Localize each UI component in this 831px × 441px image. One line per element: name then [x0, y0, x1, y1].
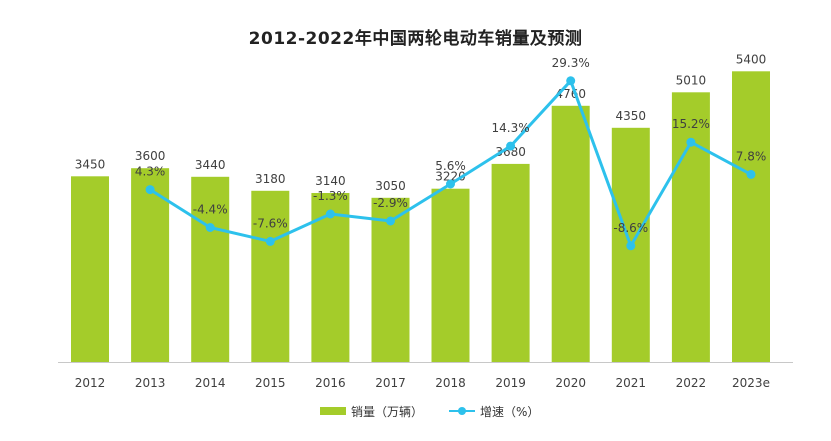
bar-label-2017: 3050 [375, 179, 406, 193]
legend-line-swatch [449, 405, 476, 417]
growth-label-2015: -7.6% [253, 216, 288, 230]
x-tick-2015: 2015 [255, 376, 286, 390]
growth-point-2021 [626, 241, 636, 251]
x-tick-2021: 2021 [616, 376, 647, 390]
x-tick-2012: 2012 [75, 376, 106, 390]
x-tick-2016: 2016 [315, 376, 346, 390]
growth-label-2022: 15.2% [672, 117, 710, 131]
x-tick-2018: 2018 [435, 376, 466, 390]
growth-point-2015 [265, 236, 275, 246]
bar-label-2022: 5010 [676, 73, 707, 87]
bar-2014 [191, 176, 230, 362]
chart-title: 2012-2022年中国两轮电动车销量及预测 [248, 29, 583, 49]
legend-label-growth: 增速（%） [480, 404, 540, 419]
growth-point-2022 [686, 137, 696, 147]
bar-2013 [131, 168, 170, 362]
bar-2020 [551, 105, 590, 363]
growth-point-2014 [205, 223, 215, 232]
bar-2018 [431, 188, 470, 362]
x-tick-2022: 2022 [676, 376, 707, 390]
growth-line-group [145, 76, 756, 251]
bar-2015 [251, 190, 290, 362]
bar-2012 [71, 176, 109, 362]
growth-label-2013: 4.3% [135, 165, 166, 179]
bar-label-2019: 3680 [495, 145, 526, 159]
bar-label-2015: 3180 [255, 172, 286, 186]
bar-2022 [671, 92, 710, 363]
legend-bar-swatch [320, 407, 346, 415]
growth-point-2016 [325, 209, 335, 219]
growth-label-2023e: 7.8% [736, 149, 767, 163]
bar-label-2016: 3140 [315, 174, 346, 188]
growth-label-2019: 14.3% [492, 121, 530, 135]
growth-label-2020: 29.3% [552, 56, 590, 70]
growth-point-2020 [566, 76, 576, 86]
bar-label-2023e: 5400 [736, 52, 767, 66]
growth-label-2017: -2.9% [373, 196, 408, 210]
bar-label-2021: 4350 [616, 109, 647, 123]
x-tick-2013: 2013 [135, 376, 166, 390]
x-tick-2019: 2019 [495, 376, 526, 390]
growth-point-2013 [145, 185, 155, 195]
bar-label-2013: 3600 [135, 149, 166, 163]
x-tick-2020: 2020 [555, 376, 586, 390]
growth-point-2017 [386, 216, 395, 226]
growth-point-2019 [506, 141, 516, 151]
x-tick-labels-group: 2012 2013 2014 2015 2016 2017 2018 2019 2020 2021… [75, 376, 770, 390]
growth-label-2018: 5.6% [435, 159, 466, 173]
bars-group [71, 71, 770, 363]
growth-label-2021: -8.6% [613, 221, 648, 235]
bar-2019 [491, 163, 530, 362]
legend-label-sales: 销量（万辆） [351, 404, 424, 419]
bar-label-2012: 3450 [75, 157, 106, 171]
x-tick-2023e: 2023e [732, 376, 770, 390]
legend: 销量（万辆） 增速（%） [320, 401, 565, 421]
bar-label-2014: 3440 [195, 158, 226, 172]
x-tick-2017: 2017 [375, 376, 406, 390]
growth-point-2023e [746, 169, 756, 179]
growth-label-2016: -1.3% [313, 189, 348, 203]
legend-item-growth: 增速（%） [449, 403, 539, 420]
growth-point-2018 [446, 179, 455, 189]
legend-item-sales: 销量（万辆） [320, 403, 423, 420]
growth-labels-group: 4.3% -4.4% -7.6% -1.3% -2.9% 5.6% 14.3% 29.3% -8… [135, 56, 766, 235]
growth-label-2014: -4.4% [193, 203, 228, 217]
x-tick-2014: 2014 [195, 376, 226, 390]
bar-2023e [732, 71, 770, 363]
